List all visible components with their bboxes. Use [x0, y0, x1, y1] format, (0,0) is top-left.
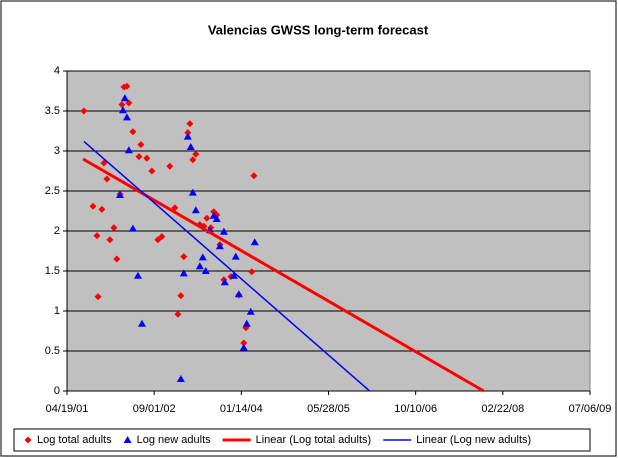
- triangle-point: [242, 319, 251, 327]
- x-tick-label: 07/06/09: [569, 403, 612, 415]
- x-tick-label: 09/01/02: [133, 403, 176, 415]
- x-tick-label: 04/19/01: [46, 403, 89, 415]
- diamond-point: [103, 175, 111, 183]
- triangle-point: [220, 278, 229, 286]
- y-tick-label: 3: [54, 145, 60, 157]
- triangle-point: [250, 238, 259, 246]
- x-tick-label: 02/22/08: [481, 403, 524, 415]
- x-tick-label: 10/10/06: [394, 403, 437, 415]
- diamond-point: [186, 120, 194, 128]
- legend-label: Linear (Log total adults): [256, 434, 372, 446]
- triangle-point: [212, 215, 221, 222]
- diamond-point: [113, 255, 121, 263]
- trend-line: [83, 140, 371, 392]
- legend-label: Linear (Log new adults): [416, 434, 531, 446]
- x-tick-label: 05/28/05: [307, 403, 350, 415]
- triangle-point: [133, 271, 142, 279]
- diamond-point: [129, 128, 137, 136]
- chart-title: Valencias GWSS long-term forecast: [208, 22, 429, 37]
- diamond-point: [203, 214, 211, 222]
- diamond-point: [89, 202, 97, 210]
- diamond-point: [166, 162, 174, 170]
- triangle-point: [234, 290, 243, 298]
- triangle-point: [195, 262, 204, 270]
- y-tick-label: 2.5: [45, 185, 60, 197]
- diamond-point: [174, 310, 182, 318]
- diamond-point: [137, 141, 145, 149]
- triangle-point: [215, 242, 224, 250]
- y-tick-label: 0: [54, 385, 60, 397]
- triangle-point: [191, 206, 200, 214]
- diamond-point: [192, 150, 200, 158]
- y-tick-label: 0.5: [45, 345, 60, 357]
- y-tick-label: 1: [54, 305, 60, 317]
- triangle-point: [246, 307, 255, 315]
- diamond-point: [148, 167, 156, 175]
- triangle-point: [122, 113, 131, 121]
- triangle-point: [201, 267, 210, 274]
- triangle-point: [229, 271, 238, 279]
- diamond-point: [240, 339, 248, 347]
- diamond-point: [94, 293, 102, 301]
- triangle-point: [120, 94, 129, 102]
- diamond-point: [98, 205, 106, 213]
- diamond-point: [135, 153, 143, 161]
- triangle-point: [231, 252, 240, 260]
- diamond-point: [93, 232, 101, 240]
- diamond-point: [24, 436, 32, 444]
- y-tick-label: 2: [54, 225, 60, 237]
- triangle-point: [123, 436, 132, 443]
- triangle-point: [115, 191, 124, 198]
- diamond-point: [180, 253, 188, 261]
- triangle-point: [186, 143, 195, 150]
- diamond-point: [154, 236, 162, 244]
- diamond-point: [118, 101, 126, 109]
- diamond-point: [158, 233, 166, 241]
- y-tick-label: 1.5: [45, 265, 60, 277]
- y-tick-label: 4: [54, 65, 60, 77]
- triangle-point: [128, 224, 137, 232]
- triangle-point: [183, 132, 192, 140]
- legend-box: [13, 428, 591, 452]
- triangle-point: [176, 375, 185, 382]
- diamond-point: [250, 172, 258, 180]
- triangle-point: [137, 319, 146, 327]
- x-tick-label: 01/14/04: [220, 403, 263, 415]
- diamond-point: [177, 292, 185, 300]
- diamond-point: [110, 224, 118, 232]
- diamond-point: [143, 154, 151, 162]
- diamond-point: [80, 107, 88, 115]
- triangle-point: [188, 188, 197, 196]
- triangle-point: [239, 343, 248, 351]
- diamond-point: [123, 82, 131, 90]
- diamond-point: [189, 156, 197, 164]
- triangle-point: [118, 106, 127, 114]
- diamond-point: [125, 99, 133, 107]
- triangle-point: [124, 146, 133, 154]
- triangle-point: [179, 269, 188, 277]
- legend-label: Log new adults: [137, 434, 211, 446]
- legend-label: Log total adults: [37, 434, 112, 446]
- trend-line: [82, 157, 485, 393]
- diamond-point: [106, 236, 114, 244]
- diamond-point: [248, 268, 256, 276]
- triangle-point: [219, 227, 228, 235]
- triangle-point: [198, 253, 207, 261]
- y-tick-label: 3.5: [45, 105, 60, 117]
